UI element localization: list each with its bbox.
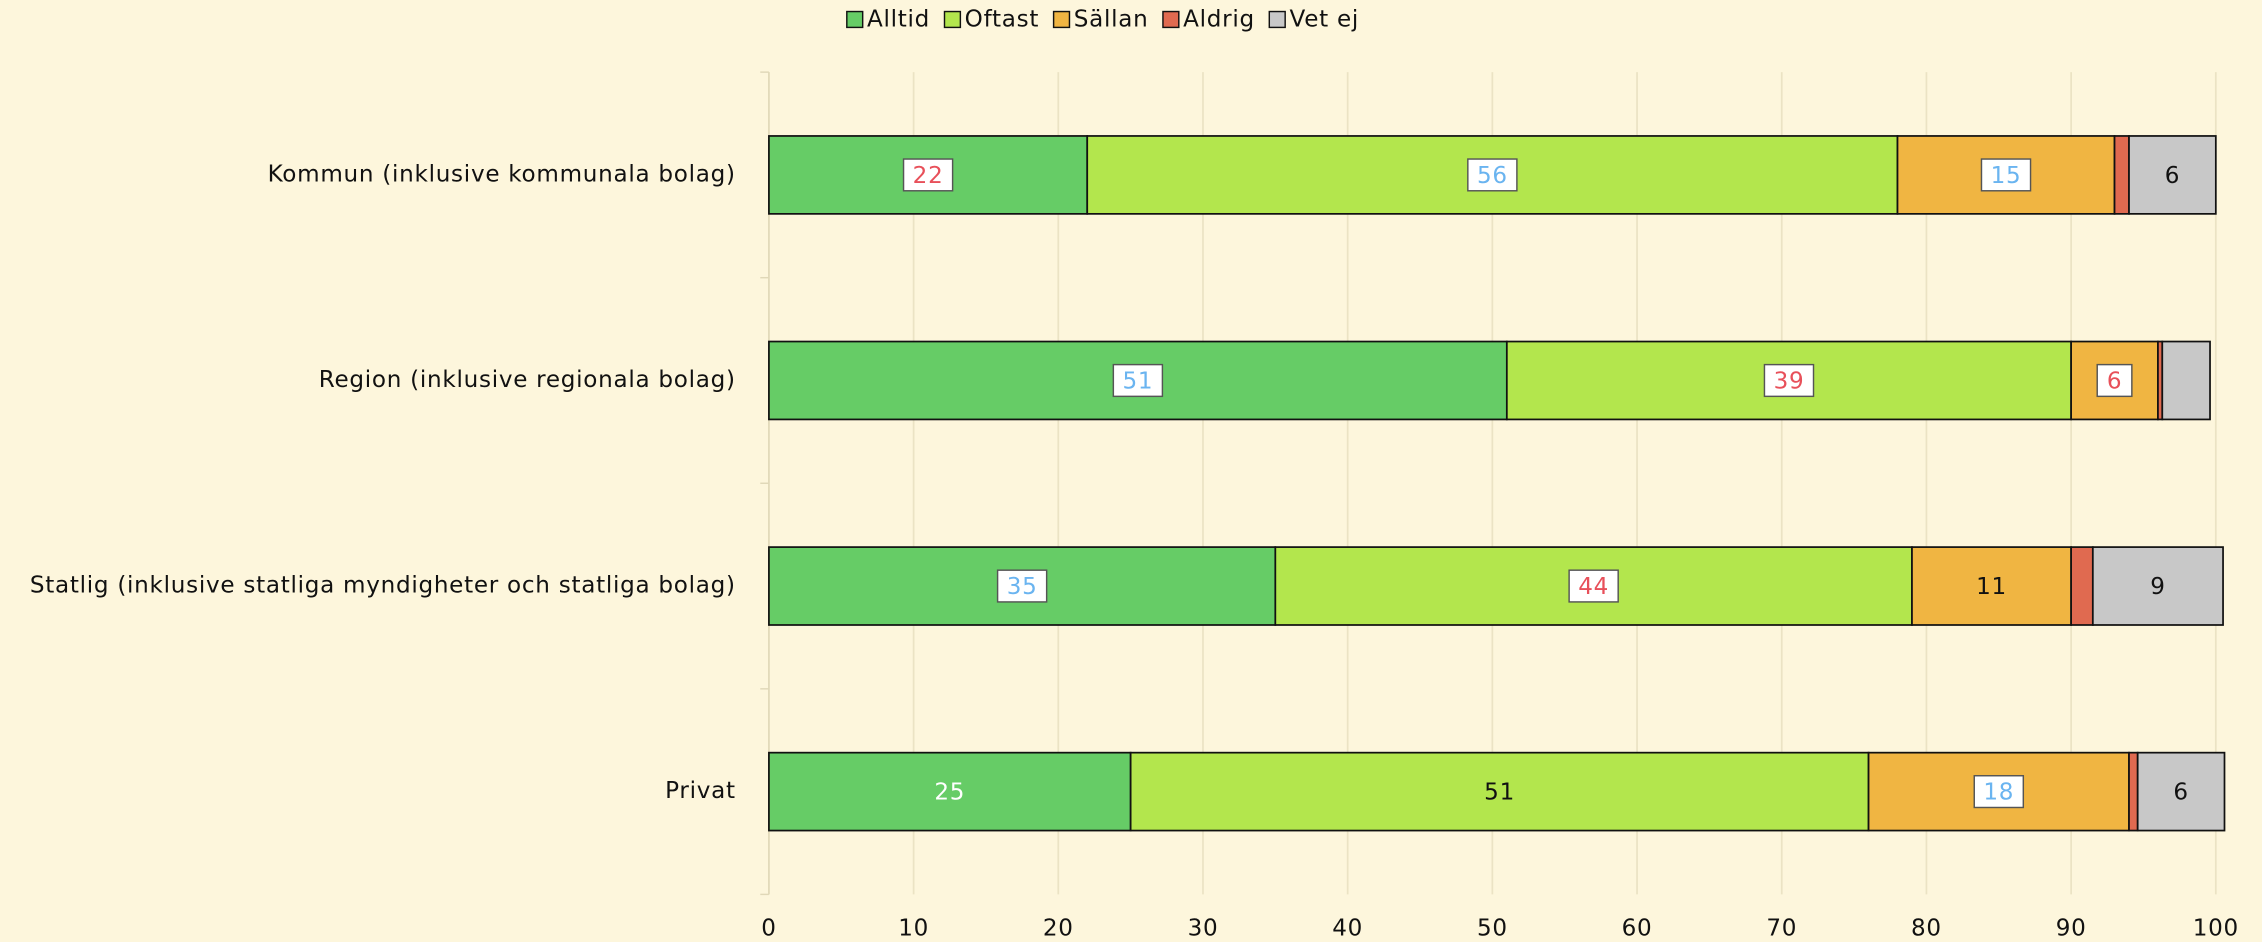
x-tick-label: 20 [1043, 916, 1074, 942]
label-box [1973, 775, 2025, 809]
legend-label: Vet ej [1289, 7, 1359, 33]
label-box [902, 158, 954, 192]
y-tick-label: Region (inklusive regionala bolag) [319, 367, 736, 393]
legend-label: Oftast [965, 7, 1039, 33]
data-label: 6 [2107, 368, 2122, 394]
bar-segment [1867, 751, 2130, 832]
data-label: 22 [913, 163, 944, 189]
x-tick-label: 70 [1766, 916, 1797, 942]
bar-segment [1911, 546, 2072, 626]
data-label: 56 [1477, 163, 1508, 189]
label-box [1980, 158, 2032, 192]
legend-swatch [1162, 10, 1180, 29]
y-tick-label: Kommun (inklusive kommunala bolag) [268, 161, 736, 187]
data-label: 15 [1991, 163, 2022, 189]
label-box [2096, 363, 2133, 398]
legend-swatch [943, 10, 962, 29]
data-label: 51 [1122, 368, 1153, 394]
data-label: 11 [1976, 574, 2007, 600]
data-label: 25 [934, 780, 965, 806]
legend-label: Alltid [867, 7, 930, 33]
x-tick-label: 60 [1622, 916, 1653, 942]
data-label: 6 [2173, 780, 2188, 806]
y-tick-label: Statlig (inklusive statliga myndigheter … [30, 573, 736, 599]
label-box [1467, 158, 1518, 192]
bar-segment [768, 340, 1508, 421]
legend-label: Sällan [1074, 7, 1149, 33]
x-tick-label: 10 [898, 916, 929, 942]
y-tick-label: Privat [665, 778, 736, 804]
data-label: 18 [1983, 780, 2014, 806]
bar-segment [1129, 751, 1870, 832]
legend-swatch [1268, 10, 1286, 29]
data-label: 39 [1774, 368, 1805, 394]
legend-swatch [846, 10, 864, 29]
data-label: 9 [2150, 574, 2165, 600]
x-tick-label: 80 [1911, 916, 1942, 942]
x-tick-label: 30 [1188, 916, 1219, 942]
x-tick-label: 100 [2193, 916, 2239, 942]
bar-segment [2113, 135, 2130, 215]
label-box [996, 569, 1048, 603]
x-tick-label: 40 [1332, 916, 1363, 942]
legend-label: Aldrig [1183, 7, 1255, 33]
label-box [1568, 569, 1619, 603]
data-label: 44 [1578, 574, 1609, 600]
bar-segment [2091, 546, 2224, 626]
bar-segment [2070, 546, 2094, 626]
bar-segment [2136, 751, 2226, 832]
legend-swatch [1052, 10, 1071, 29]
data-label: 35 [1007, 574, 1038, 600]
x-tick-label: 0 [761, 916, 776, 942]
data-label: 6 [2165, 163, 2180, 189]
x-tick-label: 90 [2056, 916, 2087, 942]
label-box [1763, 363, 1815, 398]
label-box [1112, 363, 1164, 398]
bar-segment [2128, 135, 2217, 215]
x-tick-label: 50 [1477, 916, 1508, 942]
data-label: 51 [1484, 780, 1515, 806]
bar-segment [2128, 751, 2139, 832]
bar-segment [2161, 340, 2211, 421]
